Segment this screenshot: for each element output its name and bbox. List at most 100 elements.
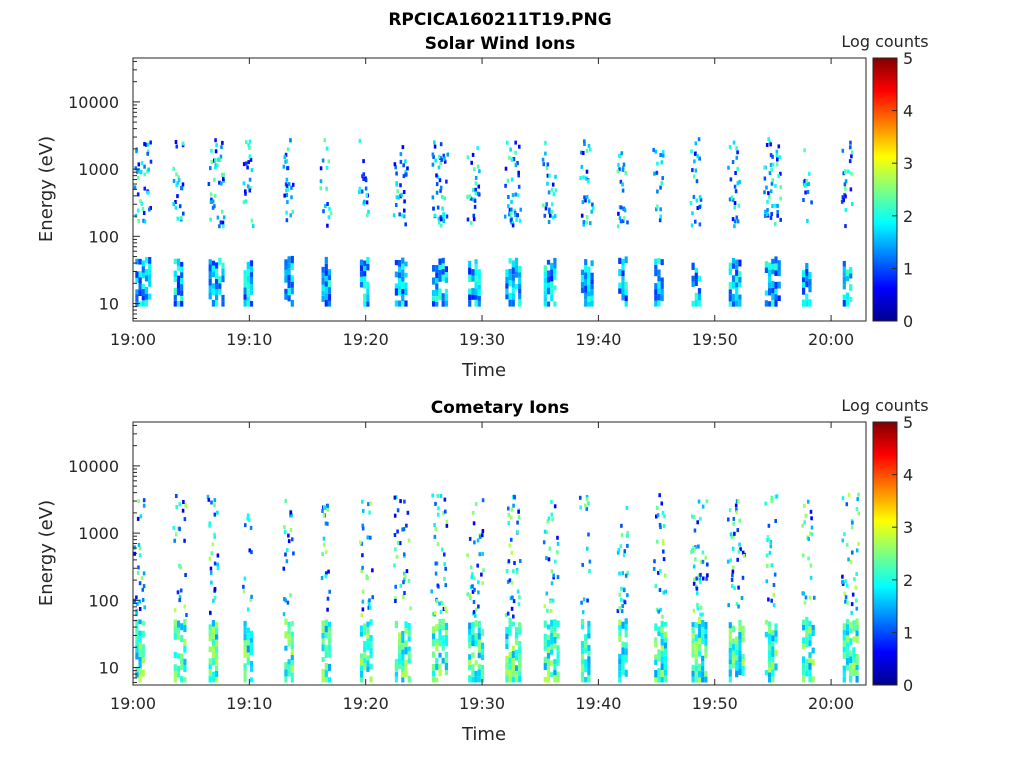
spectrogram-cell — [138, 675, 142, 683]
spectrogram-cell — [585, 148, 589, 153]
spectrogram-cell — [738, 259, 742, 267]
spectrogram-cell — [215, 621, 219, 628]
spectrogram-cell — [435, 272, 439, 279]
spectrogram-cell — [656, 505, 659, 510]
spectrogram-cell — [135, 294, 139, 302]
spectrogram-cell — [660, 638, 664, 646]
spectrogram-cell — [694, 653, 698, 660]
spectrogram-cell — [443, 552, 446, 557]
spectrogram-cell — [174, 200, 177, 204]
spectrogram-cell — [660, 259, 664, 266]
spectrogram-cell — [143, 605, 146, 610]
spectrogram-cell — [136, 208, 140, 213]
spectrogram-cell — [218, 157, 221, 162]
spectrogram-cell — [210, 200, 213, 204]
spectrogram-cell — [511, 595, 514, 600]
spectrogram-cell — [243, 676, 247, 683]
spectrogram-cell — [697, 631, 702, 638]
spectrogram-cell — [249, 277, 254, 285]
spectrogram-cell — [216, 562, 220, 567]
spectrogram-cell — [359, 670, 364, 678]
spectrogram-cell — [438, 288, 442, 295]
spectrogram-cell — [692, 581, 696, 586]
spectrogram-cell — [738, 645, 742, 651]
spectrogram-cell — [404, 640, 408, 648]
spectrogram-cell — [802, 668, 806, 676]
spectrogram-cell — [842, 171, 846, 176]
spectrogram-cell — [771, 630, 775, 636]
spectrogram-cell — [210, 197, 213, 202]
spectrogram-cell — [185, 613, 188, 617]
spectrogram-cell — [444, 300, 448, 307]
spectrogram-cell — [435, 190, 439, 195]
spectrogram-cell — [704, 676, 708, 683]
spectrogram-cell — [802, 282, 806, 288]
spectrogram-cell — [444, 509, 447, 514]
spectrogram-cell — [580, 654, 585, 660]
spectrogram-cell — [765, 143, 769, 147]
spectrogram-cell — [367, 502, 370, 507]
spectrogram-cell — [518, 670, 522, 676]
spectrogram-cell — [396, 540, 400, 545]
spectrogram-cell — [768, 677, 772, 683]
spectrogram-cell — [394, 596, 397, 601]
spectrogram-cell — [508, 651, 512, 658]
spectrogram-cell — [802, 637, 806, 644]
spectrogram-cell — [322, 209, 325, 214]
spectrogram-cell — [694, 665, 698, 672]
spectrogram-cell — [802, 624, 806, 631]
spectrogram-cell — [442, 607, 446, 611]
spectrogram-cell — [176, 665, 181, 673]
spectrogram-cell — [474, 175, 478, 180]
spectrogram-cell — [727, 603, 730, 608]
spectrogram-cell — [657, 300, 661, 307]
spectrogram-cell — [215, 639, 219, 647]
spectrogram-cell — [144, 142, 148, 147]
spectrogram-cell — [842, 646, 846, 653]
spectrogram-cell — [590, 260, 594, 267]
spectrogram-cell — [805, 664, 809, 671]
spectrogram-cell — [727, 165, 730, 170]
spectrogram-cell — [477, 279, 481, 285]
spectrogram-cell — [514, 271, 519, 278]
spectrogram-cell — [436, 583, 440, 588]
spectrogram-cell — [138, 649, 142, 657]
spectrogram-cell — [841, 538, 845, 543]
spectrogram-cell — [738, 656, 742, 663]
spectrogram-cell — [736, 166, 739, 171]
spectrogram-cell — [432, 639, 436, 647]
spectrogram-cell — [657, 258, 661, 264]
spectrogram-cell — [175, 532, 178, 537]
spectrogram-cell — [178, 204, 182, 209]
spectrogram-cell — [509, 218, 513, 223]
spectrogram-cell — [618, 571, 621, 576]
spectrogram-cell — [704, 629, 708, 634]
spectrogram-cell — [404, 659, 408, 666]
spectrogram-cell — [626, 533, 629, 538]
spectrogram-cell — [617, 547, 621, 552]
spectrogram-cell — [242, 162, 246, 167]
spectrogram-cell — [542, 203, 545, 208]
spectrogram-cell — [553, 285, 557, 291]
spectrogram-cell — [180, 186, 184, 191]
spectrogram-cell — [183, 538, 186, 543]
spectrogram-cell — [243, 647, 247, 654]
spectrogram-cell — [850, 171, 853, 176]
spectrogram-cell — [401, 257, 405, 264]
spectrogram-cell — [621, 293, 625, 301]
spectrogram-cell — [768, 171, 772, 175]
spectrogram-cell — [767, 137, 770, 142]
spectrogram-cell — [444, 293, 448, 301]
spectrogram-cell — [621, 188, 625, 193]
spectrogram-cell — [652, 566, 656, 571]
spectrogram-cell — [219, 220, 223, 225]
spectrogram-cell — [845, 642, 850, 648]
spectrogram-cell — [474, 269, 478, 277]
spectrogram-cell — [585, 495, 589, 499]
spectrogram-cell — [369, 648, 373, 654]
spectrogram-cell — [768, 550, 772, 555]
colorbar-tick-label: 2 — [903, 571, 913, 590]
spectrogram-cell — [777, 144, 781, 149]
spectrogram-cell — [775, 149, 779, 154]
spectrogram-cell — [444, 640, 448, 647]
